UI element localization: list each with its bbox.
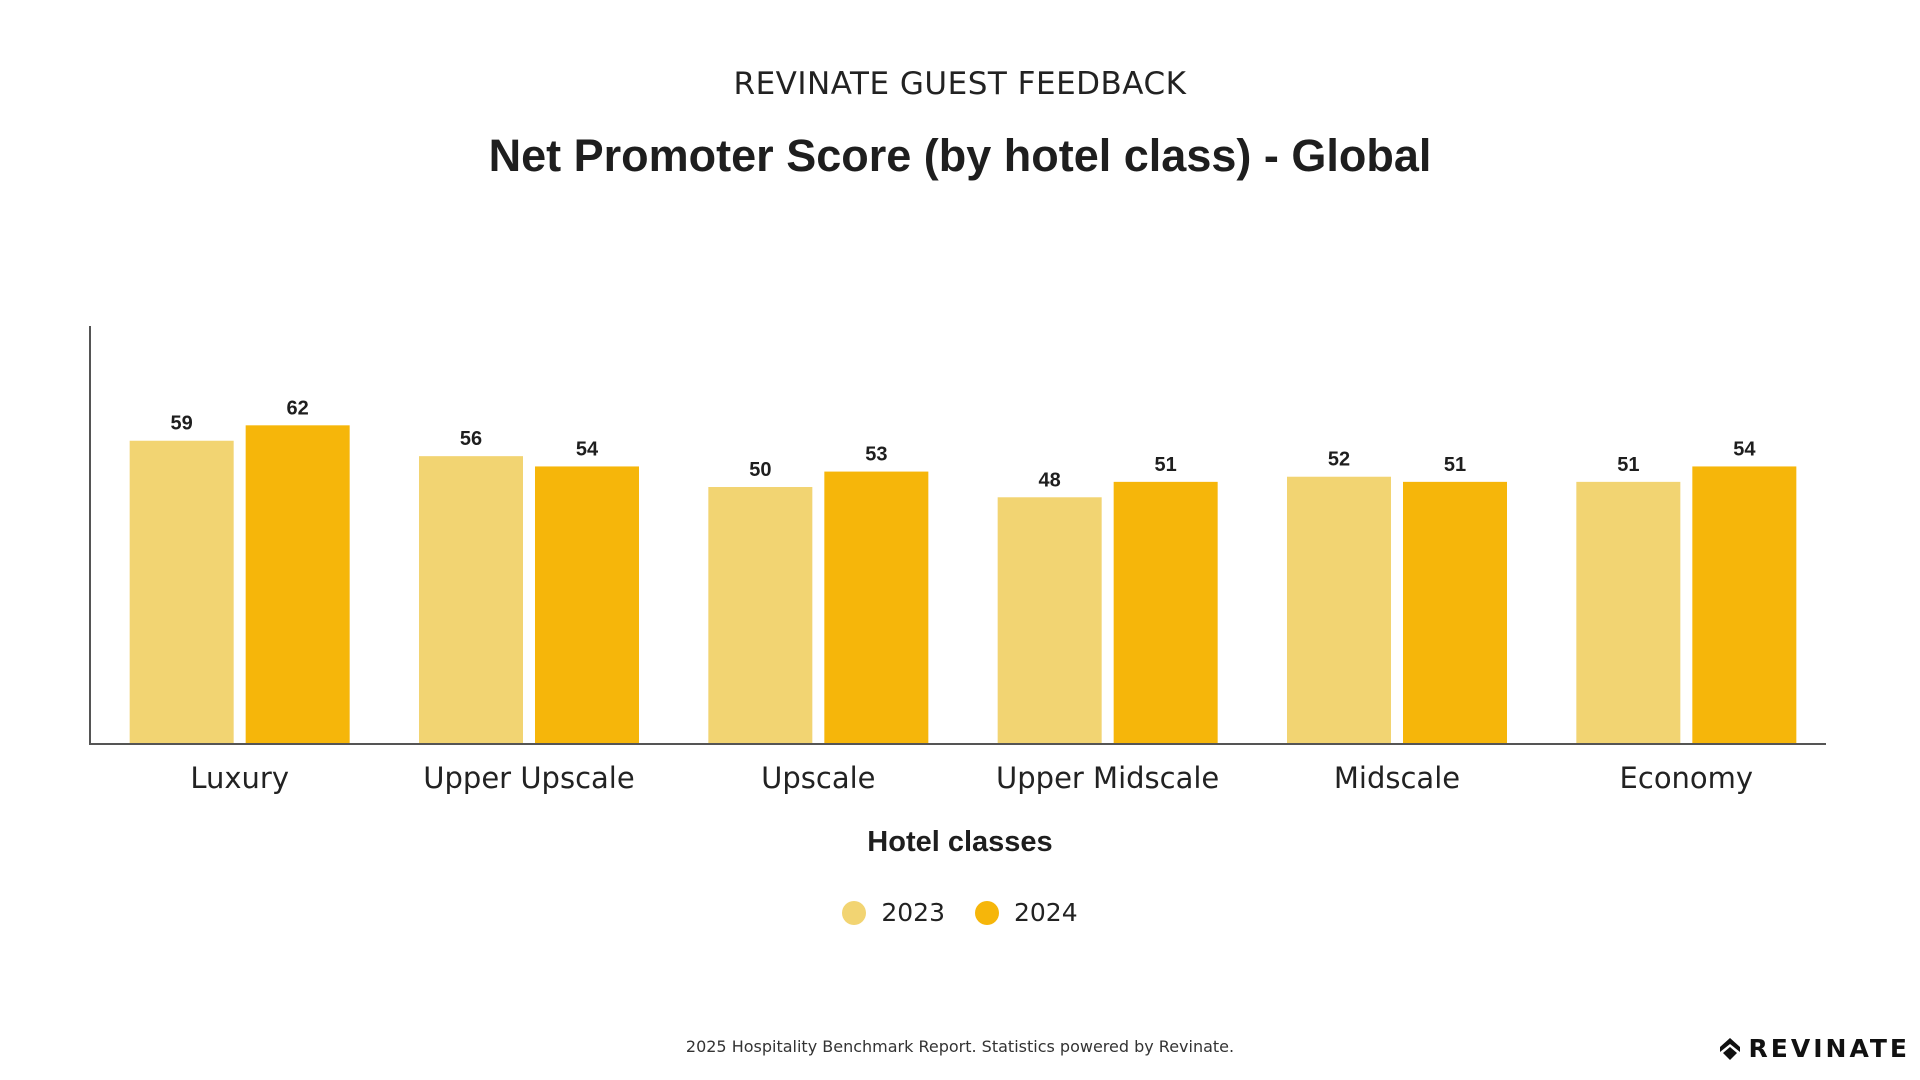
bar-2024-midscale — [1403, 481, 1507, 744]
category-label-upscale: Upscale — [761, 761, 875, 795]
legend-swatch-2024 — [975, 900, 999, 925]
legend-item-2023: 2023 — [842, 898, 945, 927]
legend: 2023 2024 — [0, 898, 1920, 927]
value-label-2024-upper-upscale: 54 — [576, 438, 599, 460]
bar-2023-luxury — [129, 440, 234, 744]
value-label-2023-upper-midscale: 48 — [1039, 469, 1061, 491]
legend-label-2023: 2023 — [881, 898, 945, 927]
category-label-economy: Economy — [1620, 761, 1754, 795]
category-label-upper-upscale: Upper Upscale — [423, 761, 634, 795]
bar-2023-upper-midscale — [997, 497, 1102, 744]
value-label-2024-midscale: 51 — [1444, 454, 1466, 476]
value-label-2023-economy: 51 — [1617, 454, 1639, 476]
category-label-midscale: Midscale — [1334, 761, 1460, 795]
bar-2024-upper-midscale — [1113, 481, 1218, 744]
footer-note: 2025 Hospitality Benchmark Report. Stati… — [685, 1037, 1235, 1056]
value-label-2024-upper-midscale: 51 — [1155, 454, 1177, 476]
value-label-2023-upscale: 50 — [749, 459, 771, 481]
legend-swatch-2023 — [842, 900, 867, 925]
legend-item-2024: 2024 — [975, 898, 1078, 927]
bar-2023-economy — [1576, 481, 1681, 744]
bar-2023-upper-upscale — [419, 456, 523, 744]
value-label-2024-luxury: 62 — [287, 397, 309, 419]
x-axis-title: Hotel classes — [867, 826, 1053, 858]
value-label-2023-upper-upscale: 56 — [460, 428, 482, 450]
bar-2023-midscale — [1287, 476, 1391, 744]
bar-2024-upper-upscale — [535, 466, 639, 744]
bar-2024-upscale — [824, 471, 929, 744]
chart-title: Net Promoter Score (by hotel class) - Gl… — [488, 130, 1432, 181]
value-label-2023-midscale: 52 — [1328, 449, 1350, 471]
bar-2024-luxury — [245, 425, 350, 744]
category-label-upper-midscale: Upper Midscale — [996, 761, 1219, 795]
chart-kicker: REVINATE GUEST FEEDBACK — [733, 66, 1187, 102]
value-label-2024-economy: 54 — [1733, 438, 1756, 460]
value-labels-layer: 59 62 56 54 50 53 48 51 52 51 51 54 — [171, 397, 1757, 491]
bars-layer — [129, 425, 1797, 744]
category-labels-layer: Luxury Upper Upscale Upscale Upper Midscale… — [190, 761, 1753, 795]
legend-label-2024: 2024 — [1014, 898, 1078, 927]
bar-2023-upscale — [708, 487, 813, 744]
value-label-2024-upscale: 53 — [865, 444, 887, 466]
category-label-luxury: Luxury — [190, 761, 289, 795]
revinate-logo: REVINATE — [1719, 1034, 1910, 1063]
value-label-2023-luxury: 59 — [171, 413, 193, 435]
revinate-logo-text: REVINATE — [1748, 1034, 1910, 1063]
bar-2024-economy — [1692, 466, 1797, 744]
revinate-logo-icon — [1719, 1037, 1740, 1060]
